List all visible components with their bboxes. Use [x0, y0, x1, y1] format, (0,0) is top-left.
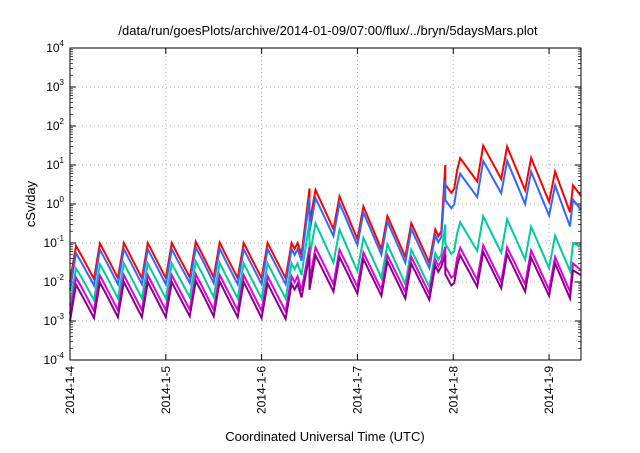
y-tick-exponent: -1	[57, 234, 65, 243]
y-tick-base: 10	[44, 314, 58, 328]
y-tick-base: 10	[46, 197, 60, 211]
y-tick-label: 10-1	[44, 234, 65, 250]
y-tick-exponent: 2	[60, 117, 65, 126]
grid	[69, 48, 581, 360]
y-tick-exponent: -4	[57, 351, 65, 360]
y-tick-exponent: 0	[60, 195, 65, 204]
series-line-0	[69, 142, 582, 283]
y-tick-exponent: 1	[60, 156, 65, 165]
y-tick-base: 10	[46, 80, 60, 94]
plot-frame	[69, 47, 582, 361]
y-tick-label: 10-3	[44, 312, 65, 328]
y-tick-base: 10	[46, 41, 60, 55]
x-tick-label: 2014-1-8	[446, 366, 460, 414]
x-axis-label: Coordinated Universal Time (UTC)	[225, 429, 424, 444]
chart-title: /data/run/goesPlots/archive/2014-01-09/0…	[118, 23, 538, 38]
x-axis-ticks: 2014-1-4 2014-1-5 2014-1-6 2014-1-7 2014-1-8…	[63, 48, 556, 414]
series-line-1	[69, 157, 582, 290]
y-tick-exponent: 4	[60, 39, 65, 48]
y-tick-label: 10-2	[44, 273, 65, 289]
y-tick-base: 10	[44, 275, 58, 289]
y-tick-base: 10	[46, 158, 60, 172]
y-tick-exponent: -2	[57, 273, 65, 282]
x-tick-label: 2014-1-9	[542, 366, 556, 414]
y-tick-exponent: 3	[60, 78, 65, 87]
series-line-3	[69, 242, 582, 315]
x-tick-label: 2014-1-4	[63, 366, 77, 414]
y-tick-base: 10	[46, 119, 60, 133]
x-tick-label: 2014-1-6	[255, 366, 269, 414]
y-tick-label: 100	[46, 195, 64, 211]
series-line-2	[69, 212, 582, 306]
y-tick-label: 102	[46, 117, 64, 133]
series-line-4	[69, 248, 582, 323]
y-tick-label: 10-4	[44, 351, 65, 367]
y-tick-label: 103	[46, 78, 64, 94]
x-tick-label: 2014-1-7	[350, 366, 364, 414]
x-tick-label: 2014-1-5	[159, 366, 173, 414]
y-tick-base: 10	[44, 236, 58, 250]
y-tick-exponent: -3	[57, 312, 65, 321]
y-axis-label: cSv/day	[23, 180, 38, 227]
y-tick-base: 10	[44, 353, 58, 367]
y-tick-label: 104	[46, 39, 64, 55]
data-series	[69, 142, 582, 323]
y-tick-label: 101	[46, 156, 64, 172]
